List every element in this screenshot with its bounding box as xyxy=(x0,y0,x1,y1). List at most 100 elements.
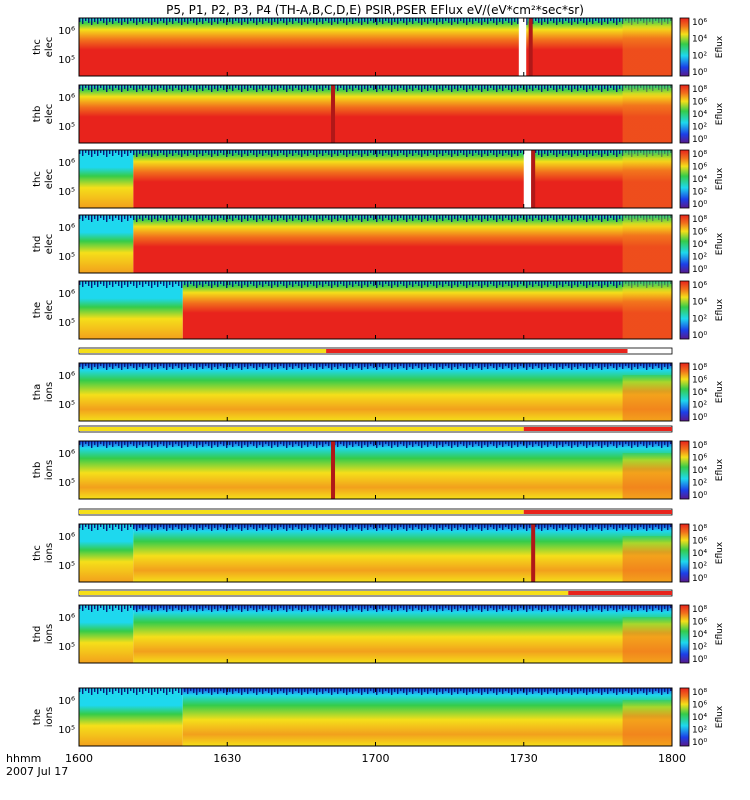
noise-stripe xyxy=(289,281,291,285)
noise-stripe xyxy=(562,441,564,447)
noise-stripe xyxy=(382,150,384,156)
noise-stripe xyxy=(373,441,375,446)
colorbar-tick-label: 10⁴ xyxy=(692,240,707,250)
noise-stripe xyxy=(457,85,459,91)
noise-stripe xyxy=(130,688,132,691)
noise-stripe xyxy=(256,441,258,448)
noise-stripe xyxy=(325,688,327,691)
noise-stripe xyxy=(550,688,552,691)
noise-stripe xyxy=(325,281,327,284)
noise-stripe xyxy=(439,363,441,367)
noise-stripe xyxy=(292,524,294,530)
noise-stripe xyxy=(154,363,156,367)
noise-stripe xyxy=(223,150,225,155)
noise-stripe xyxy=(484,605,486,609)
noise-stripe xyxy=(295,605,297,608)
noise-stripe xyxy=(496,524,498,531)
noise-stripe xyxy=(181,85,183,92)
noise-stripe xyxy=(280,363,282,366)
noise-stripe xyxy=(148,215,150,220)
noise-stripe xyxy=(463,281,465,286)
noise-stripe xyxy=(265,281,267,284)
mode-bar xyxy=(78,347,673,355)
noise-stripe xyxy=(601,441,603,448)
noise-stripe xyxy=(133,18,135,23)
noise-stripe xyxy=(544,441,546,445)
noise-stripe xyxy=(136,215,138,222)
noise-stripe xyxy=(610,363,612,366)
noise-stripe xyxy=(442,281,444,287)
noise-stripe xyxy=(430,441,432,444)
noise-stripe xyxy=(379,363,381,367)
noise-stripe xyxy=(376,150,378,157)
colorbar xyxy=(679,17,690,77)
panel-the-elec xyxy=(78,280,690,340)
noise-stripe xyxy=(202,605,204,611)
noise-stripe xyxy=(271,18,273,25)
noise-stripe xyxy=(346,688,348,695)
noise-stripe xyxy=(493,524,495,529)
noise-stripe xyxy=(181,605,183,612)
noise-stripe xyxy=(115,85,117,88)
noise-stripe xyxy=(247,85,249,91)
species-label: elec xyxy=(44,300,55,321)
noise-stripe xyxy=(493,150,495,155)
noise-stripe xyxy=(292,363,294,369)
noise-stripe xyxy=(559,85,561,89)
noise-stripe xyxy=(364,85,366,89)
noise-stripe xyxy=(436,215,438,222)
noise-stripe xyxy=(244,441,246,445)
probe-label: the xyxy=(32,709,43,725)
noise-stripe xyxy=(283,441,285,446)
y-tick-label: 10⁵ xyxy=(58,252,75,263)
noise-stripe xyxy=(340,150,342,153)
noise-stripe xyxy=(406,150,408,157)
noise-stripe xyxy=(367,441,369,447)
y-tick-label: 10⁶ xyxy=(58,93,75,104)
colorbar-tick-label: 10² xyxy=(692,188,707,198)
noise-stripe xyxy=(301,281,303,288)
noise-stripe xyxy=(400,85,402,88)
noise-stripe xyxy=(355,688,357,691)
noise-stripe xyxy=(343,441,345,446)
noise-stripe xyxy=(457,281,459,287)
noise-stripe xyxy=(481,281,483,288)
noise-stripe xyxy=(88,150,90,155)
noise-stripe xyxy=(115,688,117,691)
noise-stripe xyxy=(397,524,399,530)
noise-stripe xyxy=(565,215,567,218)
noise-stripe xyxy=(346,281,348,288)
noise-stripe xyxy=(97,441,99,447)
noise-stripe xyxy=(589,18,591,22)
noise-stripe xyxy=(553,688,555,693)
noise-stripe xyxy=(568,363,570,368)
noise-stripe xyxy=(586,281,588,288)
noise-stripe xyxy=(172,18,174,24)
noise-stripe xyxy=(298,150,300,155)
noise-stripe xyxy=(436,605,438,612)
noise-stripe xyxy=(442,215,444,221)
noise-stripe xyxy=(556,363,558,370)
noise-stripe xyxy=(538,524,540,529)
noise-stripe xyxy=(181,18,183,25)
noise-stripe xyxy=(226,150,228,157)
noise-stripe xyxy=(436,85,438,92)
noise-stripe xyxy=(592,215,594,221)
noise-stripe xyxy=(529,85,531,89)
noise-stripe xyxy=(268,215,270,220)
noise-stripe xyxy=(328,150,330,155)
noise-stripe xyxy=(187,281,189,287)
noise-stripe xyxy=(250,363,252,366)
noise-stripe xyxy=(205,18,207,21)
noise-stripe xyxy=(142,150,144,156)
noise-stripe xyxy=(88,441,90,446)
noise-stripe xyxy=(598,688,600,693)
species-label: ions xyxy=(44,624,55,644)
noise-stripe xyxy=(151,605,153,612)
noise-stripe xyxy=(292,215,294,221)
noise-stripe xyxy=(577,281,579,287)
noise-stripe xyxy=(226,281,228,288)
noise-stripe xyxy=(463,363,465,368)
noise-stripe xyxy=(100,18,102,21)
noise-stripe xyxy=(313,441,315,446)
